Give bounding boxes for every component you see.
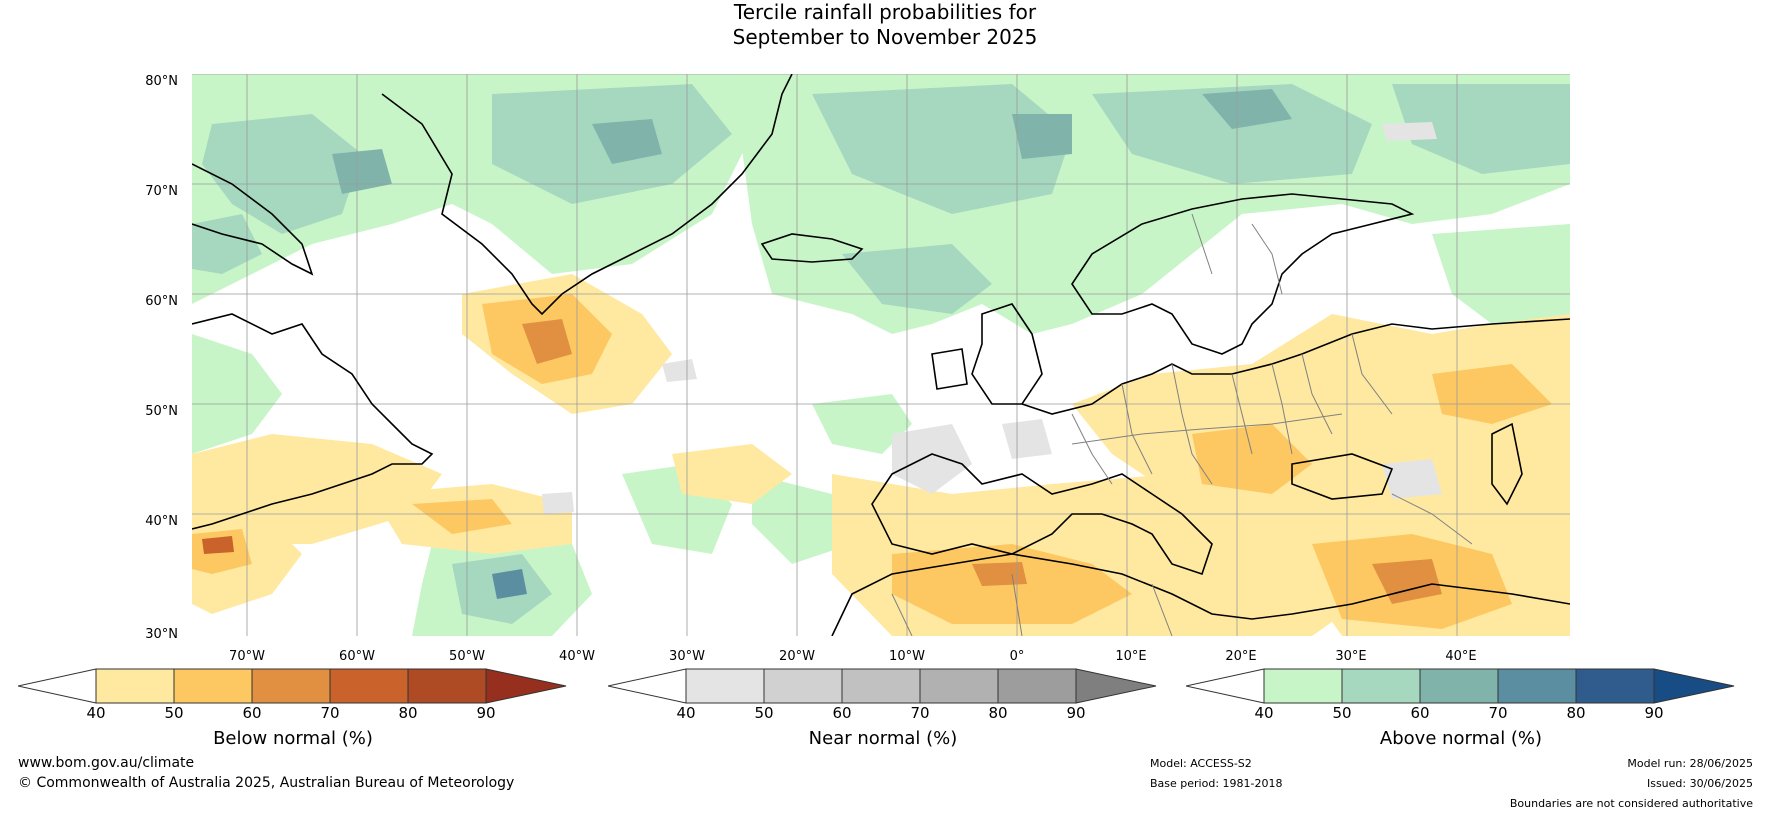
below-normal-label: Below normal (%) bbox=[213, 728, 373, 749]
lon-label-20e: 20°E bbox=[1225, 649, 1257, 664]
below-tick-70: 70 bbox=[320, 704, 340, 722]
near-tick-90: 90 bbox=[1066, 704, 1086, 722]
model-run-text: Model run: 28/06/2025 bbox=[1627, 757, 1753, 770]
above-normal-swatch-3 bbox=[1419, 668, 1499, 704]
model-text: Model: ACCESS-S2 bbox=[1150, 757, 1252, 770]
lat-label-60n: 60°N bbox=[145, 294, 178, 309]
lat-label-40n: 40°N bbox=[145, 514, 178, 529]
near-normal-swatch-4 bbox=[919, 668, 999, 704]
website-link[interactable]: www.bom.gov.au/climate bbox=[18, 755, 195, 771]
near-tick-70: 70 bbox=[910, 704, 930, 722]
below-tick-80: 80 bbox=[398, 704, 418, 722]
above-normal-regions bbox=[192, 74, 1570, 636]
near-normal-swatch-6 bbox=[1075, 668, 1157, 704]
lon-label-30w: 30°W bbox=[669, 649, 705, 664]
above-normal-swatch-4 bbox=[1497, 668, 1577, 704]
lon-label-20w: 20°W bbox=[779, 649, 815, 664]
lon-label-40w: 40°W bbox=[559, 649, 595, 664]
title-line-1: Tercile rainfall probabilities for bbox=[733, 0, 1037, 24]
lat-label-50n: 50°N bbox=[145, 404, 178, 419]
below-normal-swatch-3 bbox=[251, 668, 331, 704]
above-normal-swatch-5 bbox=[1575, 668, 1655, 704]
lon-label-70w: 70°W bbox=[229, 649, 265, 664]
near-tick-80: 80 bbox=[988, 704, 1008, 722]
rainfall-probability-map bbox=[192, 74, 1570, 636]
lon-label-60w: 60°W bbox=[339, 649, 375, 664]
above-tick-60: 60 bbox=[1410, 704, 1430, 722]
above-tick-80: 80 bbox=[1566, 704, 1586, 722]
below-normal-swatch-2 bbox=[173, 668, 253, 704]
above-tick-40: 40 bbox=[1254, 704, 1274, 722]
near-tick-60: 60 bbox=[832, 704, 852, 722]
lon-label-10w: 10°W bbox=[889, 649, 925, 664]
near-normal-label: Near normal (%) bbox=[808, 728, 958, 749]
lat-label-80n: 80°N bbox=[145, 74, 178, 89]
above-tick-70: 70 bbox=[1488, 704, 1508, 722]
above-normal-swatch-6 bbox=[1653, 668, 1735, 704]
disclaimer-text: Boundaries are not considered authoritat… bbox=[1509, 797, 1753, 810]
map-title: Tercile rainfall probabilities for Septe… bbox=[0, 0, 1770, 50]
below-tick-50: 50 bbox=[164, 704, 184, 722]
near-normal-swatch-0 bbox=[608, 668, 687, 704]
near-normal-swatch-2 bbox=[763, 668, 843, 704]
lon-label-10e: 10°E bbox=[1115, 649, 1147, 664]
near-normal-swatch-1 bbox=[685, 668, 765, 704]
above-normal-label: Above normal (%) bbox=[1379, 728, 1543, 749]
lat-label-70n: 70°N bbox=[145, 184, 178, 199]
above-normal-swatch-1 bbox=[1263, 668, 1343, 704]
copyright-text: © Commonwealth of Australia 2025, Austra… bbox=[18, 775, 515, 791]
lon-label-30e: 30°E bbox=[1335, 649, 1367, 664]
coastlines bbox=[192, 74, 1570, 636]
below-normal-swatch-5 bbox=[407, 668, 487, 704]
above-normal-swatch-0 bbox=[1186, 668, 1265, 704]
near-normal-swatch-5 bbox=[997, 668, 1077, 704]
below-tick-90: 90 bbox=[476, 704, 496, 722]
near-tick-50: 50 bbox=[754, 704, 774, 722]
below-normal-regions bbox=[192, 274, 1570, 636]
lon-label-40e: 40°E bbox=[1445, 649, 1477, 664]
above-normal-colorbar bbox=[1186, 668, 1735, 704]
gridlines bbox=[192, 74, 1570, 636]
lat-label-30n: 30°N bbox=[145, 627, 178, 642]
above-tick-90: 90 bbox=[1644, 704, 1664, 722]
above-normal-swatch-2 bbox=[1341, 668, 1421, 704]
below-tick-60: 60 bbox=[242, 704, 262, 722]
base-period-text: Base period: 1981-2018 bbox=[1150, 777, 1283, 790]
below-normal-swatch-4 bbox=[329, 668, 409, 704]
below-tick-40: 40 bbox=[86, 704, 106, 722]
near-tick-40: 40 bbox=[676, 704, 696, 722]
lon-label-50w: 50°W bbox=[449, 649, 485, 664]
title-line-2: September to November 2025 bbox=[732, 25, 1038, 49]
near-normal-regions bbox=[542, 122, 1442, 514]
below-normal-colorbar bbox=[18, 668, 567, 704]
map-canvas bbox=[192, 74, 1570, 636]
country-boundaries bbox=[891, 213, 1473, 636]
above-tick-50: 50 bbox=[1332, 704, 1352, 722]
issued-text: Issued: 30/06/2025 bbox=[1646, 777, 1753, 790]
below-normal-swatch-0 bbox=[18, 668, 97, 704]
lon-label-0: 0° bbox=[1009, 649, 1025, 664]
below-normal-swatch-6 bbox=[485, 668, 567, 704]
near-normal-swatch-3 bbox=[841, 668, 921, 704]
near-normal-colorbar bbox=[608, 668, 1157, 704]
below-normal-swatch-1 bbox=[95, 668, 175, 704]
